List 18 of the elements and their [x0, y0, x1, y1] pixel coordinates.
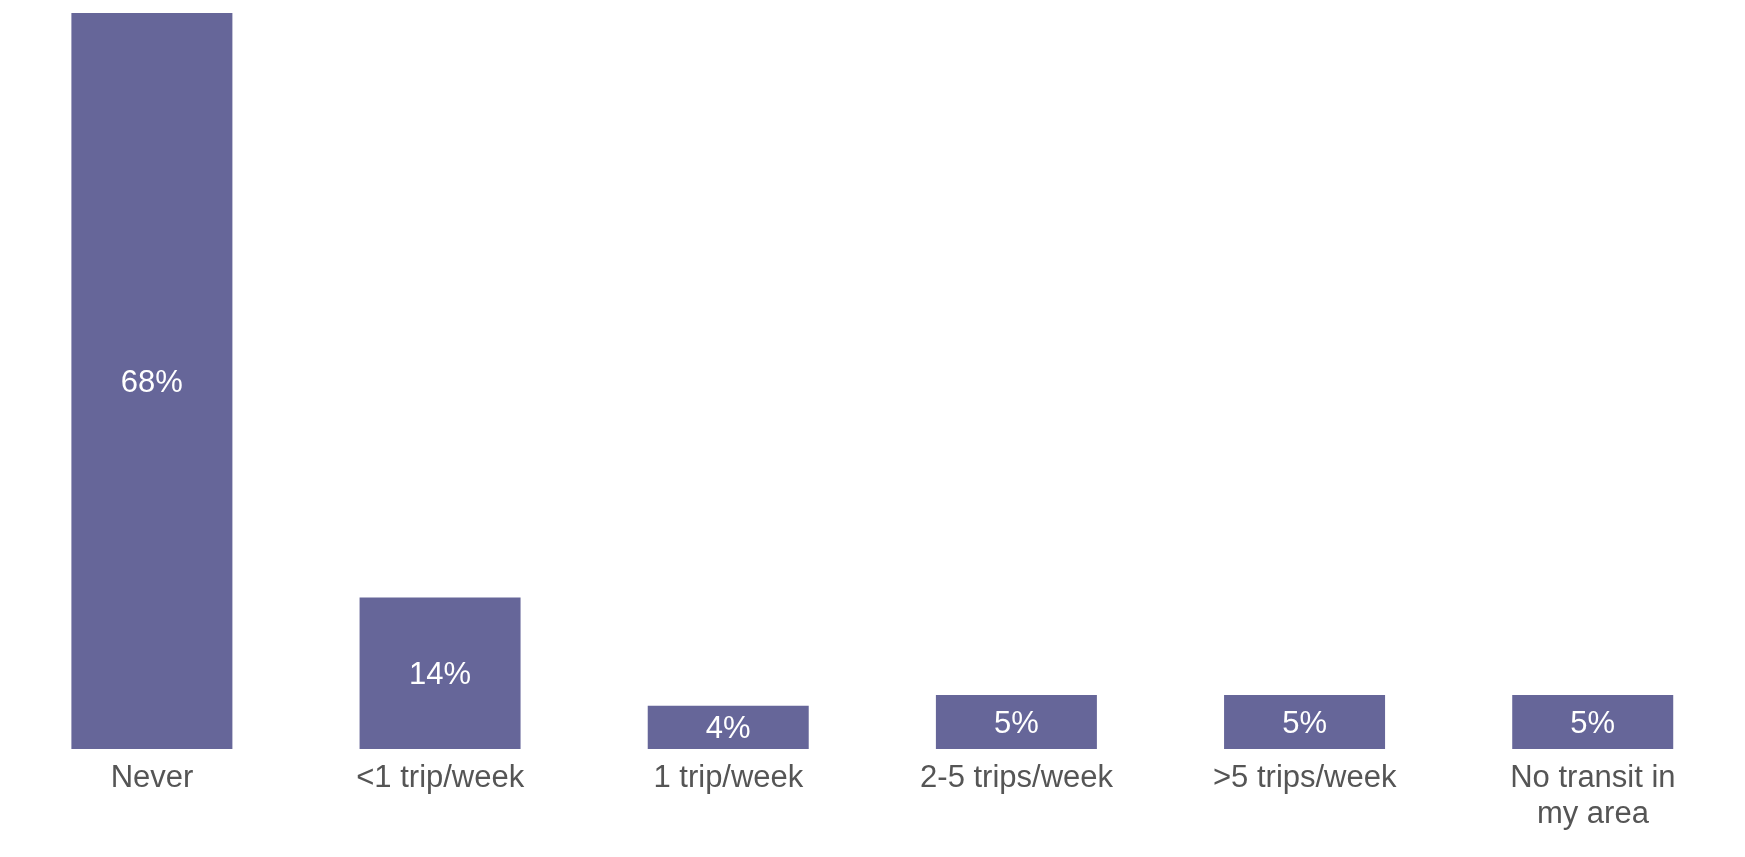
bar	[71, 13, 233, 749]
data-label: 4%	[705, 710, 751, 746]
bar	[359, 597, 521, 749]
bar	[1512, 694, 1674, 749]
x-tick-label: No transit in my area	[1510, 759, 1676, 830]
data-label: 5%	[993, 704, 1039, 740]
bar	[1224, 694, 1386, 749]
x-tick-label: Never	[110, 759, 194, 794]
x-tick-label: 1 trip/week	[653, 759, 804, 794]
bar	[935, 694, 1097, 749]
x-tick-label: <1 trip/week	[356, 759, 525, 794]
x-tick-label: 2-5 trips/week	[920, 759, 1114, 794]
x-tick-label: >5 trips/week	[1212, 759, 1397, 794]
data-label: 14%	[409, 656, 472, 692]
data-label: 5%	[1282, 704, 1327, 740]
bar	[647, 705, 809, 749]
data-label: 68%	[120, 364, 183, 400]
data-label: 5%	[1570, 704, 1616, 740]
